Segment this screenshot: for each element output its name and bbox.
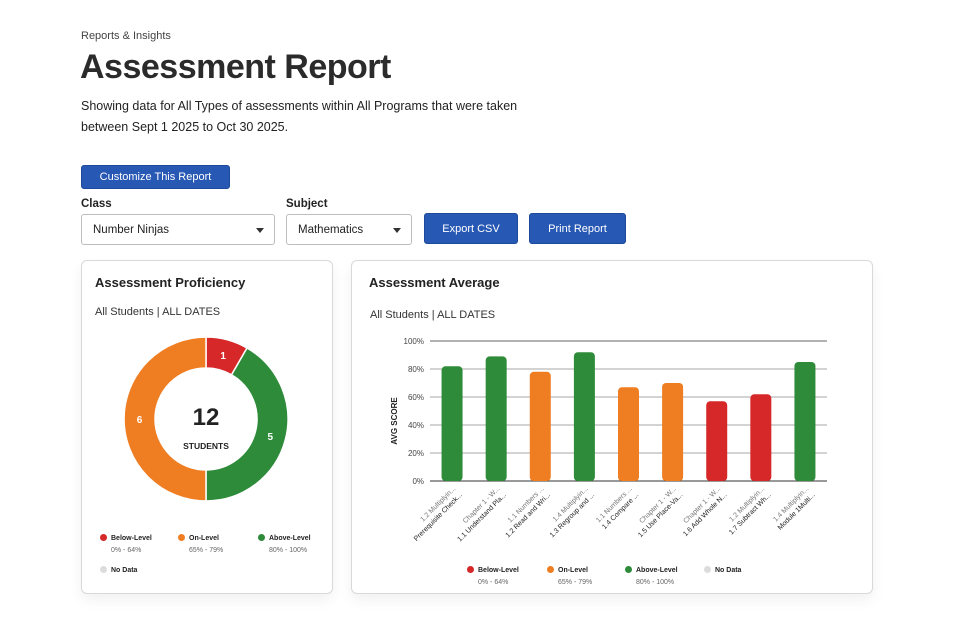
legend-below-level: Below-Level 0% - 64% (100, 534, 152, 554)
x-tick-label: 1.1 Numbers ...1.2 Read and Wri... (498, 485, 552, 539)
legend-dot (547, 566, 554, 573)
student-total: 12 (193, 404, 220, 431)
bar-7[interactable] (706, 401, 728, 481)
bar-6[interactable] (662, 383, 684, 481)
legend-dot (704, 566, 711, 573)
customize-report-button[interactable]: Customize This Report (81, 165, 230, 189)
class-label: Class (81, 198, 112, 210)
bar-3[interactable] (529, 371, 551, 481)
legend-dot (467, 566, 474, 573)
x-tick-label: 1.4 Multiplyin...1.3 Regroup and ... (542, 485, 596, 539)
legend-above-level: Above-Level 80% - 100% (258, 534, 311, 554)
y-tick-label: 60% (408, 393, 424, 402)
chevron-down-icon (256, 228, 264, 233)
chevron-down-icon (393, 228, 401, 233)
average-subtitle: All Students | ALL DATES (370, 309, 496, 321)
y-tick-label: 0% (412, 477, 424, 486)
subject-label: Subject (286, 198, 328, 210)
donut-segment-above-level[interactable] (205, 346, 289, 502)
proficiency-title: Assessment Proficiency (95, 275, 246, 290)
breadcrumb: Reports & Insights (81, 30, 171, 42)
legend-dot (100, 566, 107, 573)
x-tick-label: 1.2 Multiplyin...1.7 Subtract Wh... (722, 485, 773, 536)
bar-4[interactable] (573, 352, 595, 481)
legend-dot (178, 534, 185, 541)
x-tick-label: 1.1 Numbers ...1.4 Compare ... (595, 485, 640, 530)
y-axis-label: AVG SCORE (390, 397, 399, 445)
bar-8[interactable] (750, 394, 772, 481)
y-tick-label: 40% (408, 421, 424, 430)
subject-select[interactable]: Mathematics (286, 214, 412, 245)
bar-2[interactable] (485, 356, 507, 481)
x-tick-label: Chapter 1 - W...1.6 Add Whole N... (676, 485, 729, 538)
y-tick-label: 80% (408, 365, 424, 374)
legend-dot (625, 566, 632, 573)
average-title: Assessment Average (369, 275, 500, 290)
y-tick-label: 100% (404, 337, 424, 346)
x-tick-label: Chapter 1 - W...1.5 Use Place-Va... (631, 485, 685, 539)
x-tick-label: 1.4 Multiplyin...Module 1Multi... (770, 485, 816, 531)
student-total-label: STUDENTS (183, 441, 229, 451)
proficiency-card: Assessment Proficiency All Students | AL… (81, 260, 333, 594)
y-tick-label: 20% (408, 449, 424, 458)
legend-dot (258, 534, 265, 541)
page-title: Assessment Report (80, 48, 391, 86)
legend-below-level: Below-Level 0% - 64% (467, 566, 519, 586)
donut-segment-label: 6 (137, 415, 143, 426)
proficiency-donut-chart: 1 5 6 12 STUDENTS (123, 336, 289, 502)
class-select-value: Number Ninjas (93, 223, 170, 236)
legend-on-level: On-Level 65% - 79% (547, 566, 592, 586)
proficiency-subtitle: All Students | ALL DATES (95, 306, 221, 318)
bar-9[interactable] (794, 362, 816, 481)
print-report-button[interactable]: Print Report (529, 213, 626, 244)
legend-no-data: No Data (100, 566, 137, 574)
export-csv-button[interactable]: Export CSV (424, 213, 518, 244)
subject-select-value: Mathematics (298, 223, 364, 236)
average-card: Assessment Average All Students | ALL DA… (351, 260, 873, 594)
bar-5[interactable] (618, 387, 639, 481)
assessment-average-bar-chart: AVG SCORE 0% 20% 40% 60% 80% 100% 1.2 Multipl… (390, 337, 827, 543)
report-description: Showing data for All Types of assessment… (81, 99, 518, 134)
legend-on-level: On-Level 65% - 79% (178, 534, 223, 554)
x-tick-label: 1.2 Multiplyin...Prerequisite Check... (407, 485, 464, 542)
donut-segment-on-level[interactable] (123, 336, 207, 502)
class-select[interactable]: Number Ninjas (81, 214, 275, 245)
bar-1[interactable] (441, 366, 463, 481)
legend-no-data: No Data (704, 566, 741, 574)
donut-segment-label: 5 (267, 432, 273, 443)
legend-dot (100, 534, 107, 541)
donut-segment-label: 1 (220, 351, 226, 362)
legend-above-level: Above-Level 80% - 100% (625, 566, 678, 586)
